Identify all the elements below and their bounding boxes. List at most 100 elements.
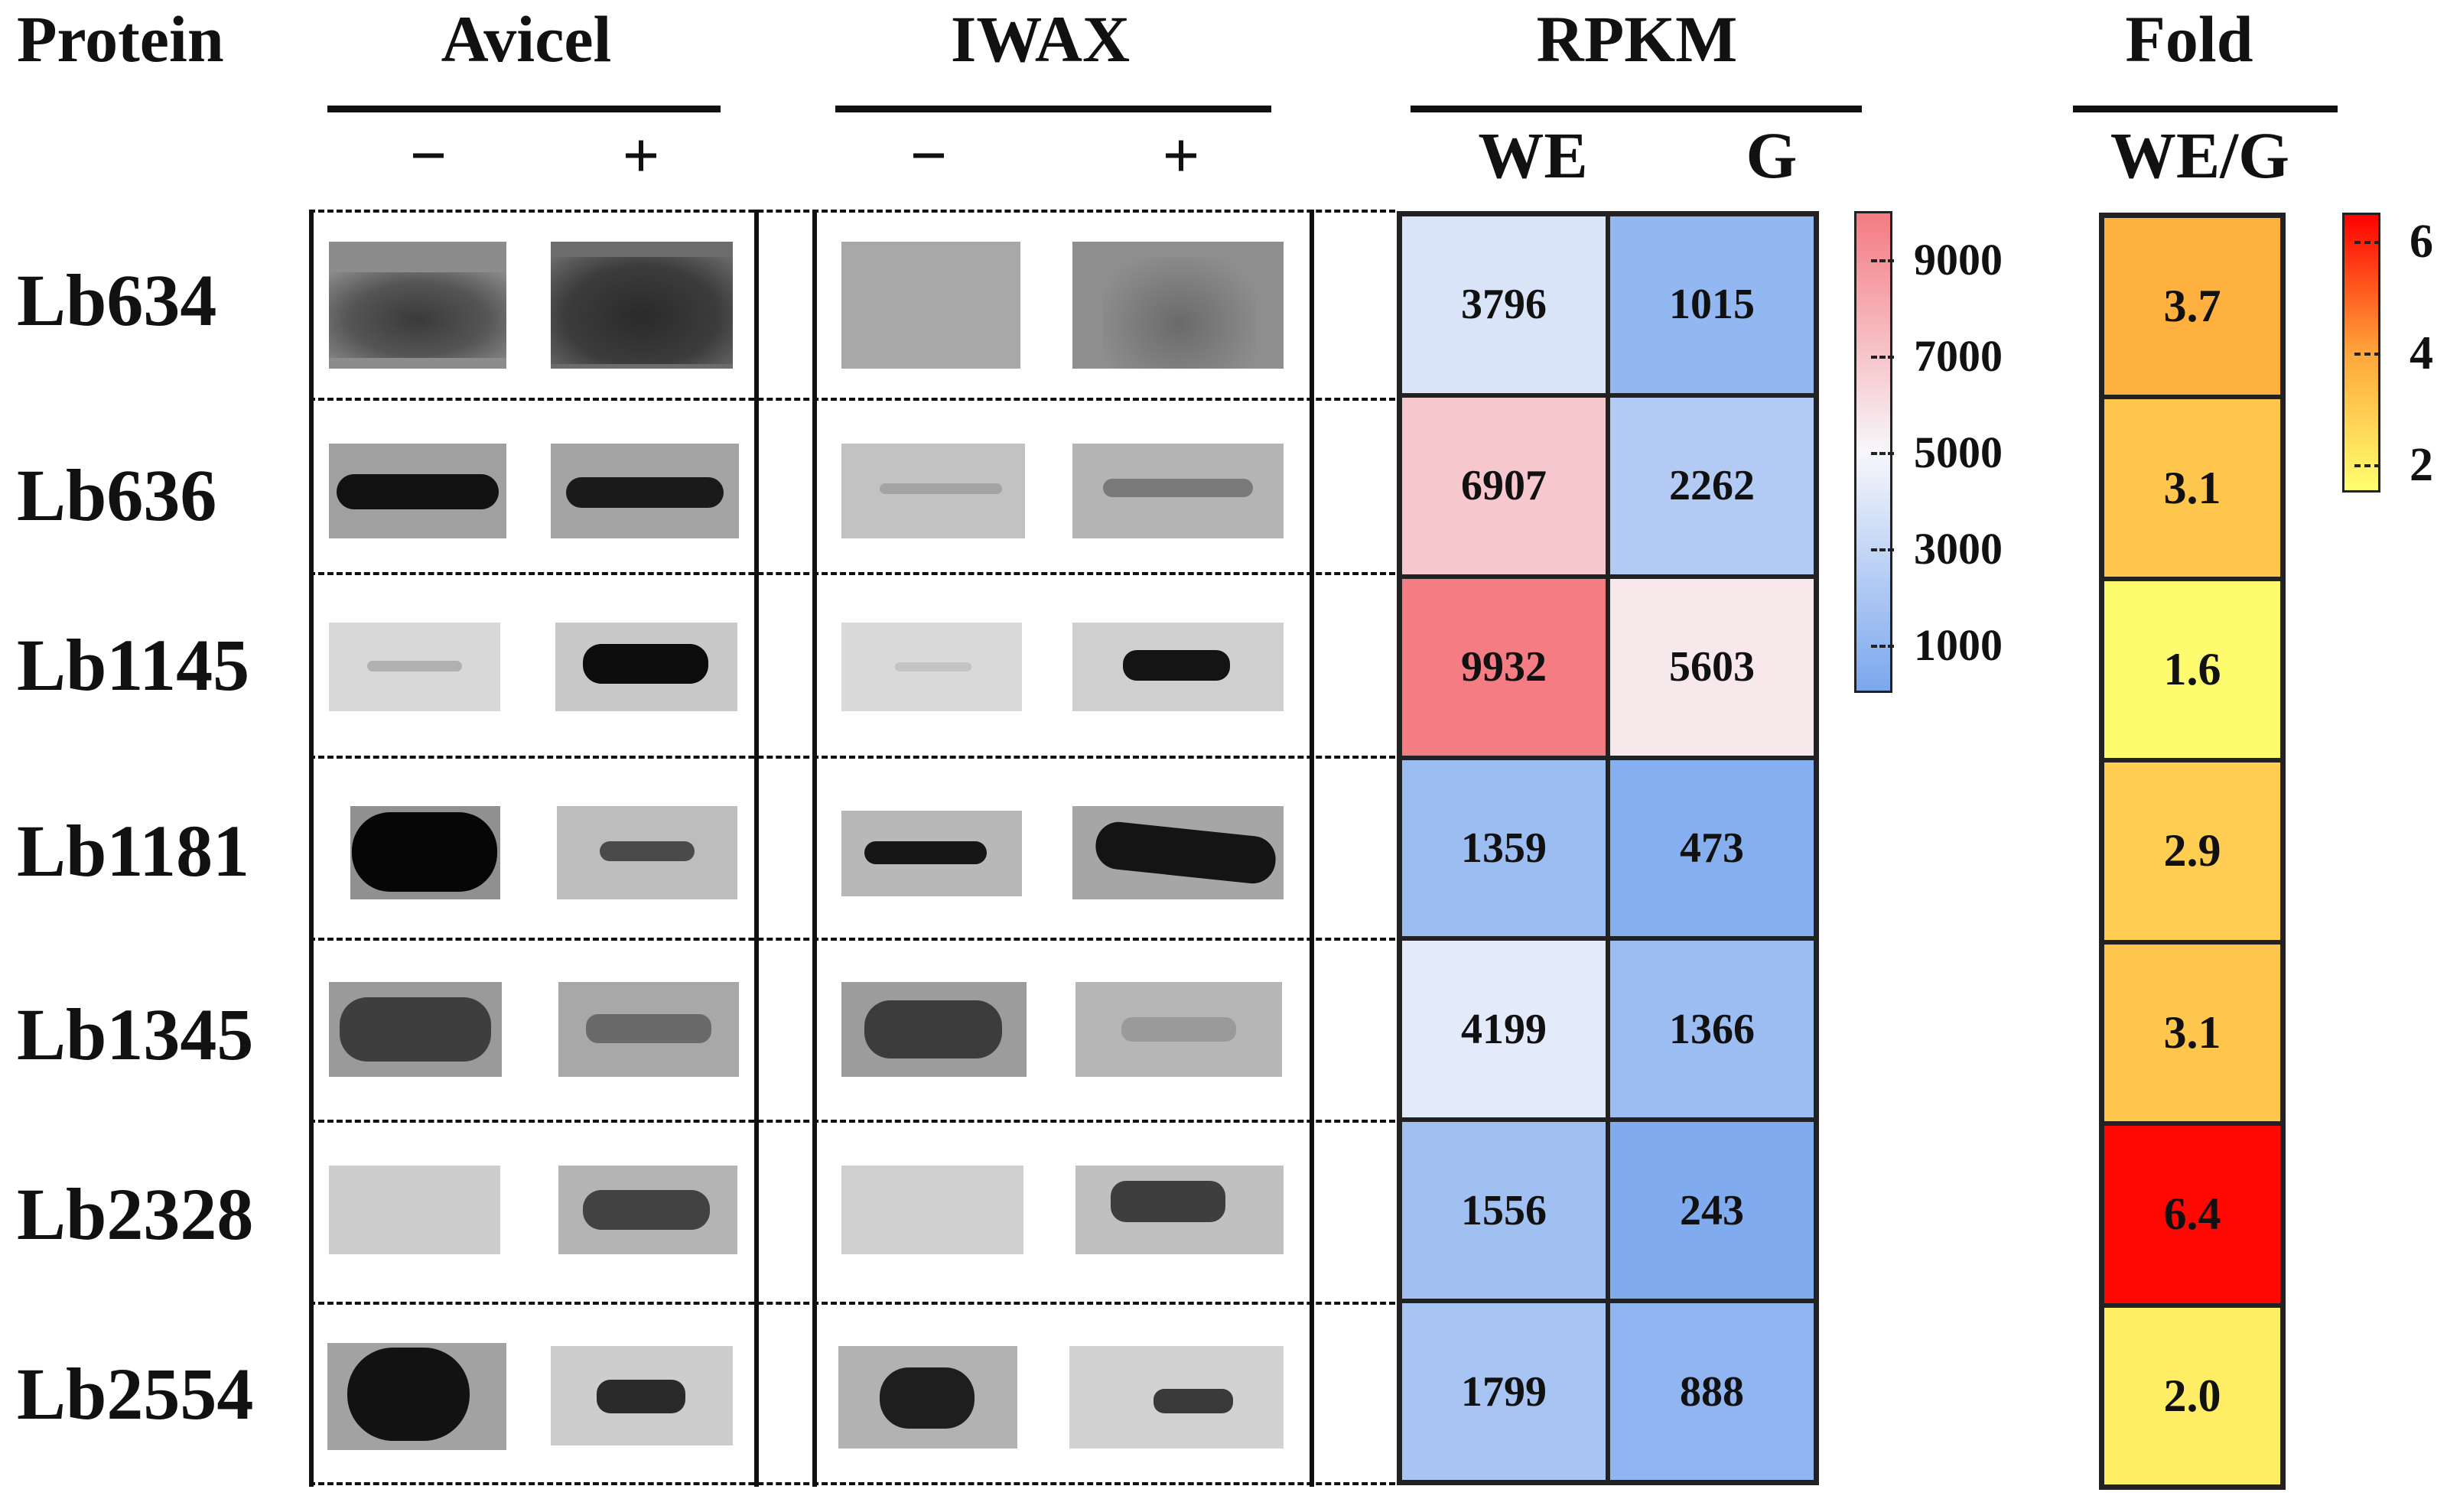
fold-cell-lb2554: 2.0 [2102,1305,2283,1487]
avicel-header: Avicel [441,2,612,76]
protein-band [880,1367,975,1429]
rpkm-cell-lb636-g: 2262 [1608,395,1816,577]
rpkm-cell-lb1145-we: 9932 [1400,576,1608,758]
rpkm-scale-tick [1871,645,1894,648]
protein-band [347,1348,470,1441]
rpkm-cell-lb2554-we: 1799 [1400,1301,1608,1482]
gel-lb636-avicel-minus [329,444,506,538]
fold-scale-tick-label: 2 [2410,439,2433,492]
iwax-plus-label: + [1162,119,1200,192]
gel-lb1145-iwax-minus [841,623,1022,711]
gel-lb1345-avicel-plus [558,982,739,1077]
fold-header: Fold [2125,2,2253,76]
protein-band [329,272,506,358]
rpkm-g-label: G [1746,119,1798,192]
fold-cell-lb1145: 1.6 [2102,578,2283,761]
gel-lb634-iwax-minus [841,242,1020,369]
protein-band [880,483,1002,494]
gel-lb2554-iwax-plus [1069,1346,1284,1449]
fold-cell-lb634: 3.7 [2102,216,2283,398]
row-separator-3 [309,756,1395,759]
fold-underline [2073,106,2338,112]
fold-scale-tick [2354,464,2380,468]
iwax-panel-left-border [812,210,817,1487]
gel-lb2554-avicel-plus [551,1346,733,1445]
fold-heatmap: 3.7 3.1 1.6 2.9 3.1 6.4 2.0 [2099,213,2286,1490]
iwax-panel-right-border [1310,210,1314,1487]
iwax-header: IWAX [950,2,1131,76]
rpkm-scale-tick-label: 5000 [1914,428,2003,477]
gel-lb1181-avicel-minus [350,806,500,899]
iwax-underline [835,106,1271,112]
row-separator-top [309,210,1395,213]
protein-band [600,841,695,861]
avicel-underline [327,106,721,112]
row-separator-1 [309,398,1395,401]
gel-lb1145-iwax-plus [1072,623,1284,711]
protein-label-lb636: Lb636 [17,454,217,536]
rpkm-cell-lb1181-we: 1359 [1400,757,1608,939]
protein-band [352,812,497,892]
gel-lb2554-iwax-minus [838,1346,1017,1449]
gel-lb1181-avicel-plus [557,806,737,899]
rpkm-cell-lb1181-g: 473 [1608,757,1816,939]
rpkm-cell-lb2554-g: 888 [1608,1301,1816,1482]
avicel-panel-right-border [754,210,759,1487]
rpkm-cell-lb2328-g: 243 [1608,1120,1816,1302]
fold-cell-lb2328: 6.4 [2102,1123,2283,1306]
protein-band [566,477,724,508]
gel-lb1345-iwax-plus [1075,982,1282,1077]
gel-lb2328-avicel-minus [329,1166,500,1254]
protein-band [583,644,708,684]
protein-label-lb1145: Lb1145 [17,624,250,706]
rpkm-cell-lb2328-we: 1556 [1400,1120,1608,1302]
protein-band [1154,1389,1233,1413]
protein-header: Protein [17,2,224,76]
protein-band [1093,819,1278,886]
rpkm-cell-lb636-we: 6907 [1400,395,1608,577]
protein-band [1103,479,1253,497]
avicel-minus-label: − [409,119,447,192]
protein-band [551,257,733,364]
rpkm-scale-tick [1871,356,1894,359]
rpkm-scale-tick-label: 7000 [1914,331,2003,381]
gel-lb636-avicel-plus [551,444,739,538]
gel-lb634-avicel-plus [551,242,733,369]
fold-scale-tick [2354,353,2380,356]
rpkm-scale-tick-label: 9000 [1914,235,2003,285]
rpkm-scale-tick-label: 3000 [1914,524,2003,574]
rpkm-cell-lb1345-g: 1366 [1608,938,1816,1120]
gel-lb1181-iwax-plus [1072,806,1284,899]
rpkm-scale-tick [1871,548,1894,551]
rpkm-cell-lb634-we: 3796 [1400,214,1608,395]
gel-lb634-avicel-minus [329,242,506,369]
rpkm-scale-tick [1871,452,1894,455]
protein-band [1103,257,1256,369]
fold-scale-tick-label: 6 [2410,215,2433,268]
gel-lb636-iwax-minus [841,444,1025,538]
rpkm-heatmap: 3796 1015 6907 2262 9932 5603 1359 473 4199 1366 1… [1397,211,1819,1485]
rpkm-header: RPKM [1536,2,1738,76]
fold-cell-lb636: 3.1 [2102,397,2283,579]
protein-band [583,1190,710,1230]
protein-band [367,661,462,671]
rpkm-we-label: WE [1478,119,1588,192]
fold-scale-tick-label: 4 [2410,327,2433,379]
gel-lb2328-iwax-minus [841,1166,1023,1254]
protein-band [340,997,491,1062]
gel-lb2328-iwax-plus [1075,1166,1284,1254]
row-separator-bottom [309,1482,1395,1485]
gel-lb1181-iwax-minus [841,811,1022,896]
gel-lb2554-avicel-minus [327,1343,506,1450]
gel-lb636-iwax-plus [1072,444,1284,538]
gel-lb1345-avicel-minus [329,982,502,1077]
iwax-minus-label: − [909,119,948,192]
rpkm-cell-lb1145-g: 5603 [1608,576,1816,758]
gel-lb1145-avicel-plus [555,623,737,711]
rpkm-scale-tick-label: 1000 [1914,620,2003,670]
row-separator-5 [309,1120,1395,1123]
fold-we-g-label: WE/G [2110,119,2290,192]
protein-band [1123,650,1230,681]
gel-lb1145-avicel-minus [329,623,500,711]
protein-label-lb1345: Lb1345 [17,993,254,1075]
